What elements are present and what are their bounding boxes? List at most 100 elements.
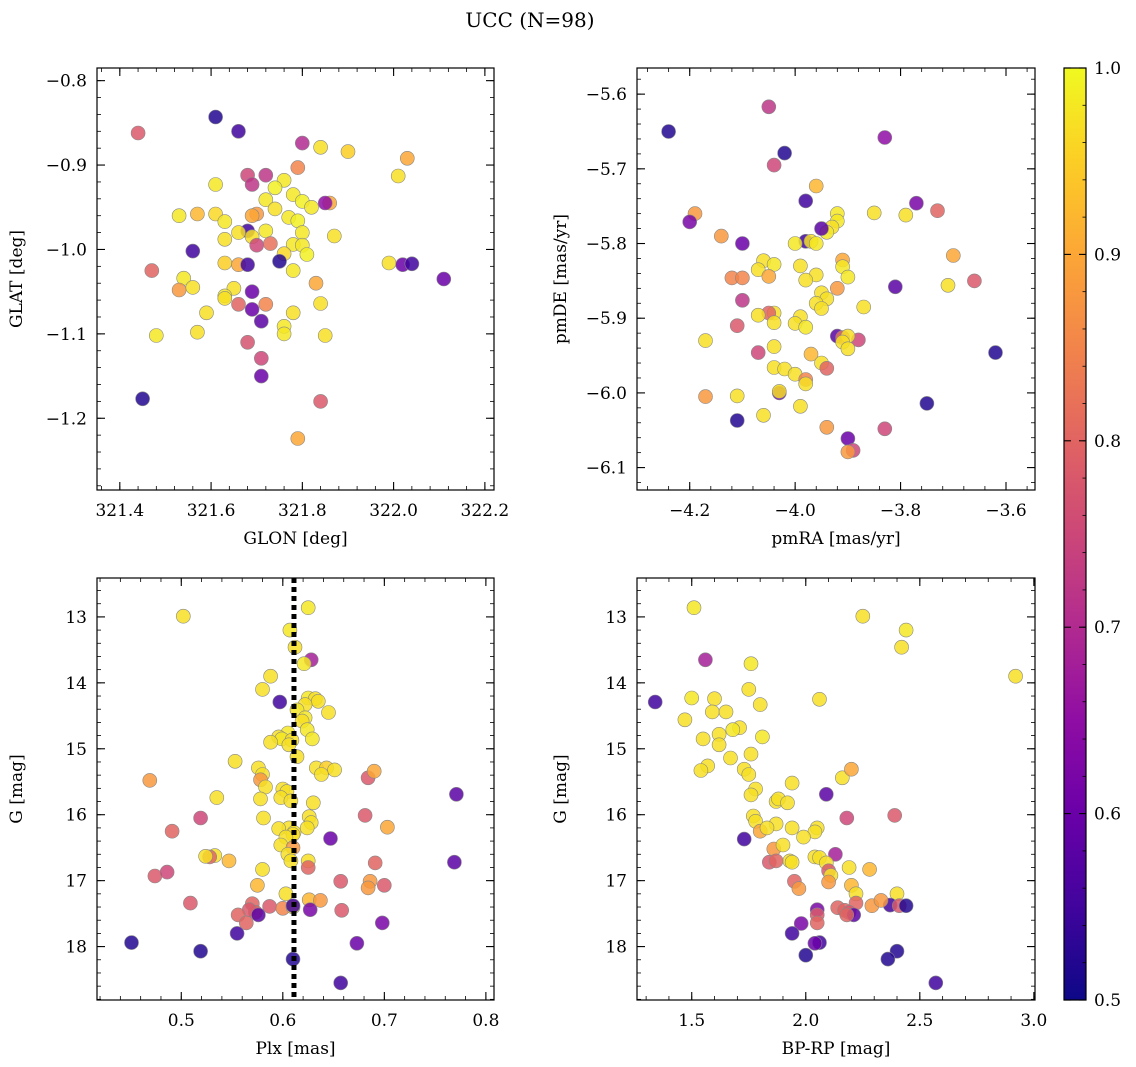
data-point: [791, 881, 807, 896]
colorbar-ticks: 0.5 0.6 0.7 0.8 0.9 1.0: [1064, 59, 1121, 1011]
data-point: [240, 334, 255, 350]
data-point: [919, 396, 935, 411]
data-point: [807, 935, 823, 951]
data-point: [305, 795, 321, 811]
data-point: [784, 820, 800, 836]
data-point: [285, 263, 301, 278]
data-point: [777, 145, 792, 161]
data-point: [317, 328, 333, 343]
data-point: [239, 915, 254, 931]
data-point: [308, 275, 324, 291]
data-point: [290, 431, 306, 446]
data-point: [229, 926, 245, 941]
data-point: [360, 880, 376, 896]
data-point: [684, 690, 700, 706]
data-point: [313, 893, 328, 908]
data-point: [725, 722, 741, 738]
data-point: [244, 302, 260, 317]
data-point: [967, 273, 982, 289]
data-point: [147, 868, 163, 884]
data-point: [877, 130, 893, 145]
data-point: [839, 907, 855, 923]
data-point: [793, 916, 809, 931]
data-point: [258, 167, 274, 183]
data-point: [258, 223, 274, 239]
data-point: [208, 109, 223, 125]
y-tick-label: −5.6: [586, 85, 627, 105]
data-point: [894, 639, 909, 655]
data-point: [171, 282, 187, 298]
data-point: [775, 837, 791, 853]
data-point: [267, 180, 283, 196]
y-tick-label: 16: [605, 806, 627, 826]
data-point: [294, 135, 310, 151]
data-point: [796, 829, 811, 845]
y-tick-label: 16: [65, 806, 87, 826]
data-point: [780, 795, 795, 811]
data-point: [376, 877, 392, 893]
scatter-points: [130, 109, 452, 446]
data-point: [255, 862, 270, 877]
axis-ticks: −4.2 −4.0 −3.8 −3.6 −5.6 −5.7 −5.8 −5.9 −6.0 −6.1: [586, 68, 1035, 521]
data-point: [729, 413, 745, 428]
data-point: [190, 206, 205, 222]
y-tick-label: 18: [65, 938, 87, 958]
x-tick-label: 321.4: [95, 501, 144, 521]
data-point: [249, 237, 265, 253]
data-point: [313, 296, 328, 311]
data-point: [750, 345, 766, 360]
data-point: [761, 99, 777, 115]
data-point: [317, 195, 333, 211]
data-point: [258, 296, 274, 312]
data-point: [855, 608, 871, 624]
data-point: [898, 898, 914, 914]
data-point: [267, 201, 283, 217]
data-point: [209, 790, 225, 805]
data-point: [755, 729, 770, 745]
data-point: [199, 305, 214, 321]
colorbar-tick-label: 0.6: [1094, 805, 1121, 825]
data-point: [217, 214, 233, 229]
y-tick-label: 14: [605, 674, 627, 694]
data-point: [928, 975, 944, 991]
y-tick-label: −6.1: [586, 459, 627, 479]
data-point: [736, 831, 752, 847]
data-point: [814, 301, 829, 316]
data-point: [741, 682, 757, 697]
x-tick-label: 0.6: [269, 1011, 296, 1031]
data-point: [278, 886, 294, 902]
scatter-points: [647, 600, 1023, 991]
data-point: [814, 221, 829, 236]
data-point: [272, 694, 288, 710]
y-tick-label: −5.8: [586, 235, 627, 255]
data-point: [244, 177, 260, 192]
data-point: [930, 203, 945, 218]
data-point: [844, 761, 859, 777]
data-point: [142, 773, 158, 788]
data-point: [310, 693, 326, 709]
data-point: [253, 350, 269, 366]
data-point: [190, 324, 205, 340]
data-point: [258, 192, 274, 207]
data-point: [829, 280, 845, 296]
data-point: [887, 279, 903, 295]
data-point: [761, 269, 777, 284]
data-point: [735, 270, 750, 286]
data-point: [185, 243, 201, 259]
data-point: [300, 860, 316, 875]
data-point: [798, 947, 814, 963]
data-point: [290, 160, 306, 175]
colorbar-tick-label: 0.7: [1094, 618, 1121, 638]
y-tick-label: −6.0: [586, 384, 627, 404]
data-point: [333, 873, 349, 889]
x-tick-label: 2.5: [906, 1011, 933, 1031]
data-point: [313, 394, 328, 409]
y-tick-label: 17: [65, 872, 87, 892]
data-point: [866, 205, 882, 221]
data-point: [313, 140, 328, 155]
data-point: [741, 767, 757, 782]
data-point: [381, 255, 397, 271]
data-point: [839, 810, 855, 826]
data-point: [449, 786, 464, 802]
data-point: [380, 819, 395, 835]
